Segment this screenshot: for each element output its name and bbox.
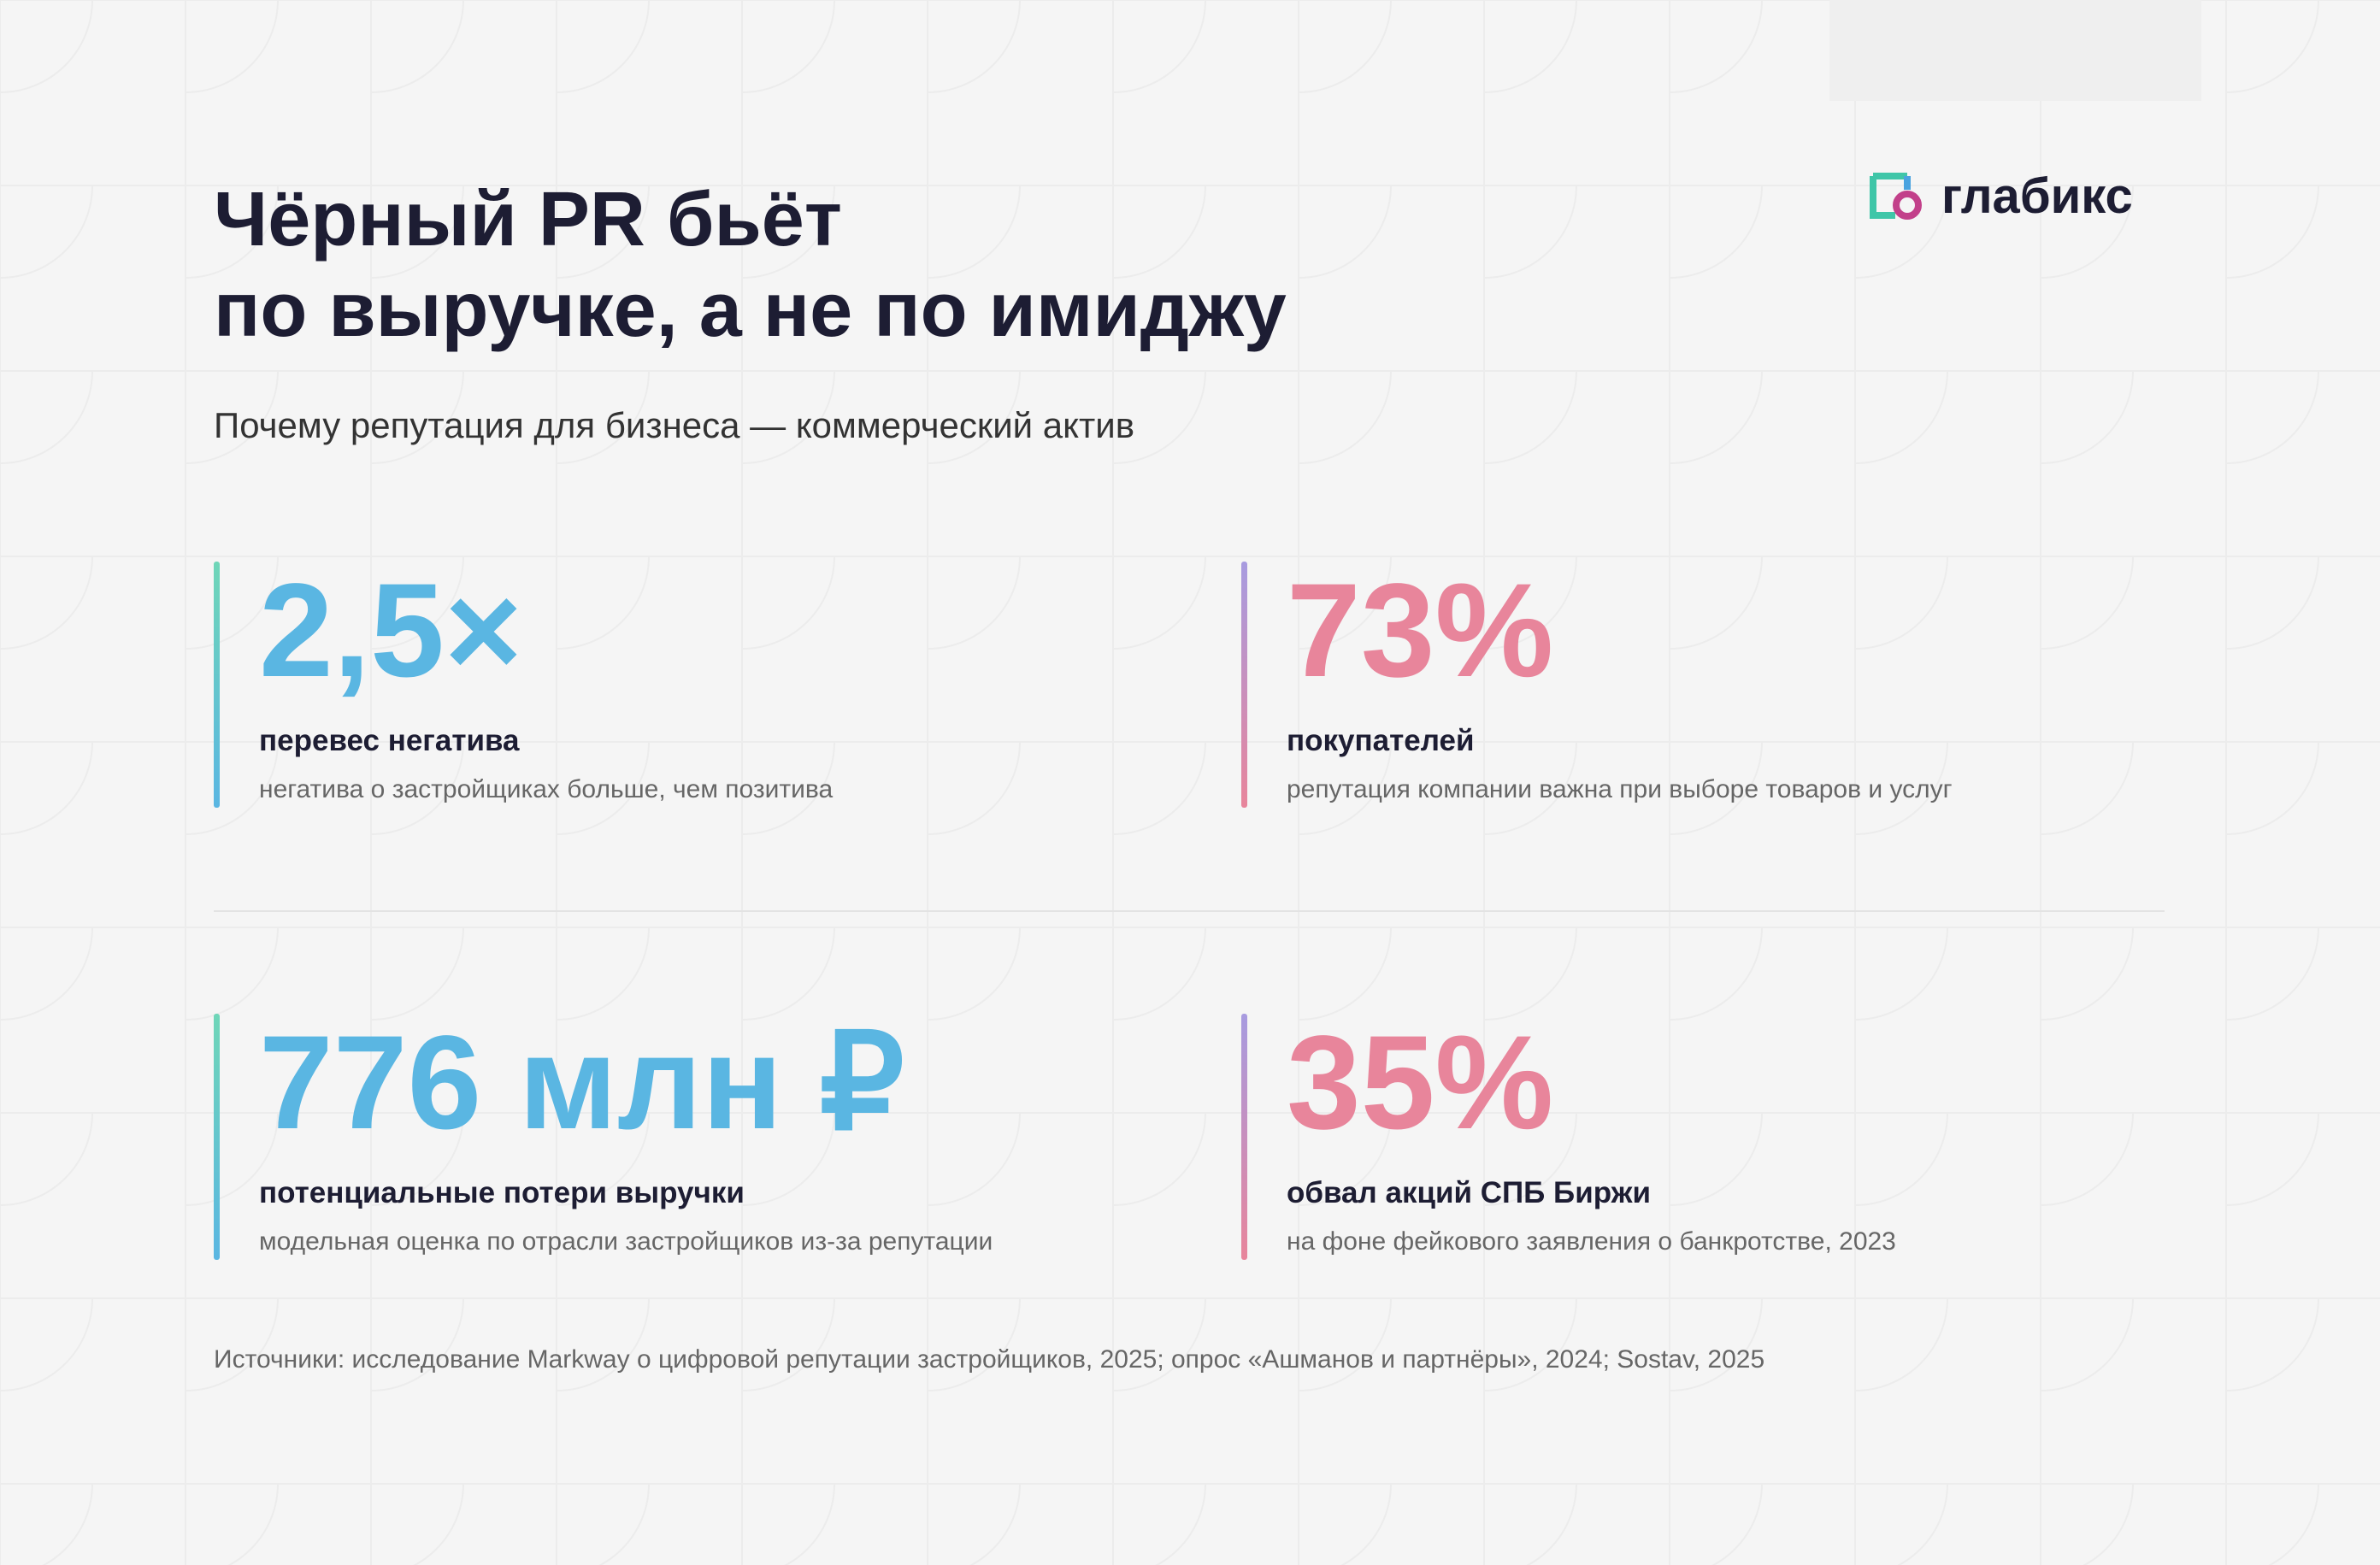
accent-bar: [214, 562, 220, 808]
accent-bar: [1241, 562, 1247, 808]
stat-description: репутация компании важна при выборе това…: [1287, 775, 1953, 803]
accent-bar: [1241, 1014, 1247, 1260]
stat-description: негатива о застройщиках больше, чем пози…: [259, 775, 834, 803]
logo: глабикс: [1870, 168, 2133, 225]
stat-label: покупателей: [1287, 724, 1475, 757]
stat: 35% обвал акций СПБ Биржи на фоне фейков…: [1241, 1009, 2224, 1260]
stat-description: на фоне фейкового заявления о банкротств…: [1287, 1227, 1896, 1256]
logo-text: глабикс: [1941, 168, 2133, 224]
divider: [214, 910, 2165, 912]
stat-value: 35%: [1287, 1009, 1554, 1157]
accent-bar: [214, 1014, 220, 1260]
stat: 2,5× перевес негатива негатива о застрой…: [214, 556, 1197, 808]
stat-value: 2,5×: [259, 556, 522, 705]
stat-label: обвал акций СПБ Биржи: [1287, 1176, 1651, 1209]
title-line: по выручке, а не по имиджу: [214, 268, 1287, 353]
subtitle: Почему репутация для бизнеса — коммерчес…: [214, 405, 1135, 445]
logo-icon: [1870, 172, 1922, 220]
stat-value: 776 млн ₽: [259, 1009, 904, 1157]
stat-label: перевес негатива: [259, 724, 520, 757]
stat-description: модельная оценка по отрасли застройщиков…: [259, 1227, 993, 1256]
title-line: Чёрный PR бьёт: [214, 177, 842, 262]
stat-label: потенциальные потери выручки: [259, 1176, 745, 1209]
stat: 776 млн ₽ потенциальные потери выручки м…: [214, 1009, 1197, 1260]
stat-value: 73%: [1287, 556, 1554, 705]
stat: 73% покупателей репутация компании важна…: [1241, 556, 2224, 808]
sources: Источники: исследование Markway о цифров…: [214, 1345, 1765, 1374]
